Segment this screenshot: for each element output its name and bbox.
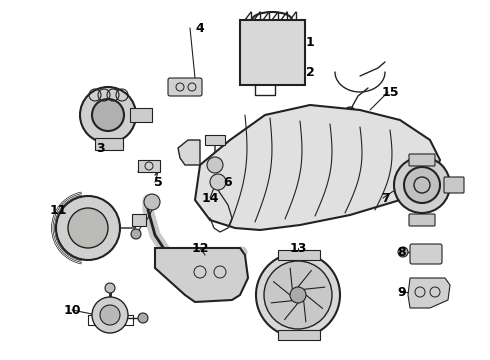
Polygon shape [178,140,200,165]
Circle shape [100,305,120,325]
Text: 4: 4 [196,22,204,35]
Bar [132,214,146,226]
Bar [205,135,225,145]
Circle shape [92,297,128,333]
Circle shape [210,174,226,190]
Circle shape [92,99,124,131]
FancyBboxPatch shape [409,214,435,226]
Bar [95,138,123,150]
Polygon shape [408,278,450,308]
Text: 13: 13 [289,242,307,255]
Circle shape [256,253,340,337]
Text: 6: 6 [224,175,232,189]
Bar [278,250,320,260]
Circle shape [394,157,450,213]
Circle shape [264,261,332,329]
Text: 5: 5 [154,175,162,189]
Text: 7: 7 [381,192,390,204]
Text: 10: 10 [63,303,81,316]
Bar [130,108,152,122]
Circle shape [398,247,408,257]
Circle shape [290,287,306,303]
Text: 8: 8 [398,246,406,258]
Circle shape [404,167,440,203]
Text: 1: 1 [306,36,315,49]
Bar [342,114,364,124]
Text: 11: 11 [49,203,67,216]
Bar [240,20,305,85]
Bar [278,330,320,340]
FancyBboxPatch shape [168,78,202,96]
Circle shape [207,157,223,173]
Text: 3: 3 [96,141,104,154]
Circle shape [144,194,160,210]
Text: 14: 14 [201,192,219,204]
FancyBboxPatch shape [444,177,464,193]
Circle shape [56,196,120,260]
Circle shape [80,87,136,143]
Polygon shape [155,248,248,302]
Text: 12: 12 [191,242,209,255]
Circle shape [138,313,148,323]
FancyBboxPatch shape [410,244,442,264]
Polygon shape [195,105,440,230]
FancyBboxPatch shape [409,154,435,166]
Text: 2: 2 [306,66,315,78]
Circle shape [131,229,141,239]
Circle shape [345,107,355,117]
Text: 9: 9 [398,285,406,298]
Circle shape [68,208,108,248]
Circle shape [105,283,115,293]
Text: 15: 15 [381,85,399,99]
Bar [138,160,160,172]
